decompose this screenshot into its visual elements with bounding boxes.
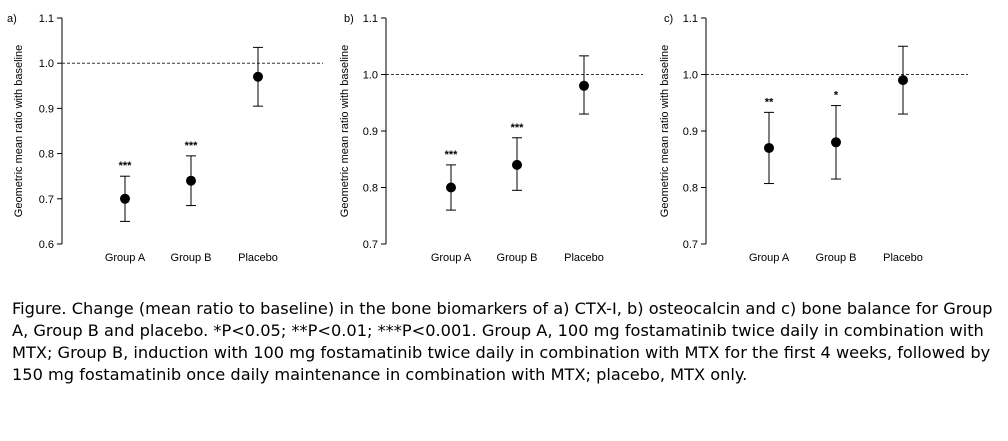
x-category-label: Group A bbox=[105, 252, 146, 264]
y-tick-label: 0.7 bbox=[683, 239, 698, 251]
y-tick-label: 0.8 bbox=[683, 183, 698, 195]
y-tick-label: 0.7 bbox=[363, 239, 378, 251]
y-tick-label: 1.0 bbox=[363, 70, 378, 82]
x-category-label: Group B bbox=[497, 252, 538, 264]
x-category-label: Group B bbox=[171, 252, 212, 264]
panel-label: c) bbox=[664, 13, 673, 25]
data-point bbox=[898, 75, 908, 86]
data-point bbox=[186, 175, 196, 186]
data-point bbox=[512, 159, 522, 170]
chart-figure: a) 0.6 0.7 0.8 0.9 1.0 1.1 Geometric mean ratio… bbox=[7, 13, 968, 264]
y-tick-label: 0.6 bbox=[39, 239, 54, 251]
y-tick-label: 0.9 bbox=[363, 126, 378, 138]
x-category-label: Placebo bbox=[883, 252, 923, 264]
y-tick-label: 0.8 bbox=[363, 183, 378, 195]
data-point bbox=[579, 80, 589, 91]
x-category-label: Group A bbox=[749, 252, 790, 264]
y-axis-label: Geometric mean ratio with baseline bbox=[339, 45, 351, 217]
data-point bbox=[764, 142, 774, 153]
x-category-label: Group B bbox=[816, 252, 857, 264]
y-tick-label: 1.1 bbox=[363, 13, 378, 25]
panel-label: a) bbox=[7, 13, 17, 25]
significance-label: * bbox=[834, 90, 839, 102]
significance-label: *** bbox=[445, 149, 459, 161]
x-category-label: Group A bbox=[431, 252, 472, 264]
significance-label: *** bbox=[511, 122, 525, 134]
x-category-label: Placebo bbox=[238, 252, 278, 264]
y-tick-label: 0.9 bbox=[683, 126, 698, 138]
y-axis-label: Geometric mean ratio with baseline bbox=[659, 45, 671, 217]
y-tick-label: 1.1 bbox=[39, 13, 54, 25]
y-tick-label: 1.1 bbox=[683, 13, 698, 25]
figure-caption: Figure. Change (mean ratio to baseline) … bbox=[12, 299, 993, 384]
significance-label: ** bbox=[765, 96, 774, 108]
significance-label: *** bbox=[185, 140, 199, 152]
data-point bbox=[831, 137, 841, 148]
data-point bbox=[253, 71, 263, 82]
y-tick-label: 1.0 bbox=[683, 70, 698, 82]
panel-label: b) bbox=[344, 13, 354, 25]
significance-label: *** bbox=[119, 160, 133, 172]
x-category-label: Placebo bbox=[564, 252, 604, 264]
y-tick-label: 0.7 bbox=[39, 194, 54, 206]
data-point bbox=[120, 193, 130, 204]
y-axis-label: Geometric mean ratio with baseline bbox=[13, 45, 25, 217]
data-point bbox=[446, 182, 456, 193]
y-tick-label: 1.0 bbox=[39, 58, 54, 70]
y-tick-label: 0.9 bbox=[39, 103, 54, 115]
y-tick-label: 0.8 bbox=[39, 149, 54, 161]
